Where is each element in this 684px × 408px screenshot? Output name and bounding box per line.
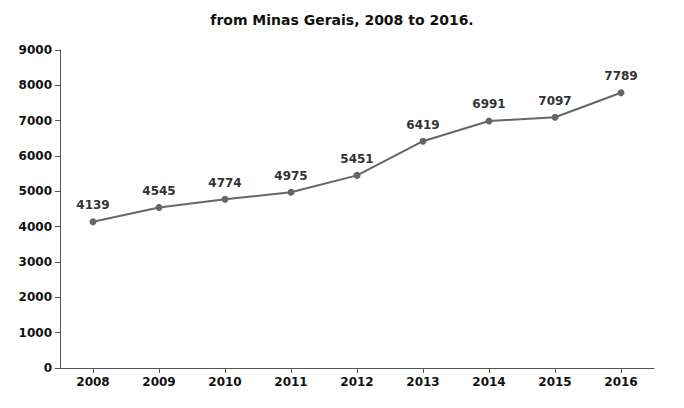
svg-text:from Minas Gerais, 2008 to 201: from Minas Gerais, 2008 to 2016.	[210, 12, 473, 28]
svg-text:5000: 5000	[19, 184, 52, 198]
svg-text:4774: 4774	[208, 176, 241, 190]
svg-text:8000: 8000	[19, 78, 52, 92]
svg-text:6000: 6000	[19, 149, 52, 163]
svg-text:2011: 2011	[274, 375, 307, 389]
svg-text:7097: 7097	[538, 94, 571, 108]
svg-text:4139: 4139	[76, 198, 109, 212]
svg-text:2012: 2012	[340, 375, 373, 389]
svg-text:6991: 6991	[472, 97, 505, 111]
svg-text:2013: 2013	[406, 375, 439, 389]
svg-text:1000: 1000	[19, 326, 52, 340]
svg-text:2015: 2015	[538, 375, 571, 389]
svg-text:2010: 2010	[208, 375, 241, 389]
svg-text:7000: 7000	[19, 114, 52, 128]
svg-text:2014: 2014	[472, 375, 505, 389]
svg-text:2009: 2009	[142, 375, 175, 389]
svg-text:3000: 3000	[19, 255, 52, 269]
svg-text:4975: 4975	[274, 169, 307, 183]
svg-text:0: 0	[44, 361, 52, 375]
svg-text:4545: 4545	[142, 184, 175, 198]
svg-text:2000: 2000	[19, 290, 52, 304]
svg-text:7789: 7789	[604, 69, 637, 83]
svg-text:9000: 9000	[19, 43, 52, 57]
svg-text:5451: 5451	[340, 152, 373, 166]
svg-text:2016: 2016	[604, 375, 637, 389]
svg-text:6419: 6419	[406, 118, 439, 132]
svg-text:4000: 4000	[19, 220, 52, 234]
svg-text:2008: 2008	[76, 375, 109, 389]
